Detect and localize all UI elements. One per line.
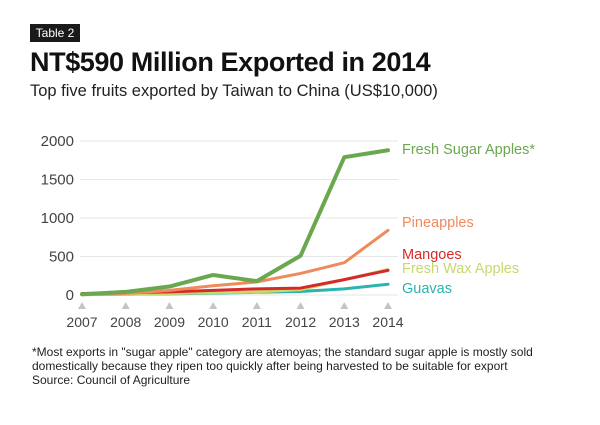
x-tick-marker xyxy=(78,302,86,309)
series-label: Fresh Wax Apples xyxy=(402,261,519,277)
x-tick-label: 2014 xyxy=(372,314,403,330)
x-tick-label: 2009 xyxy=(154,314,185,330)
chart-title: NT$590 Million Exported in 2014 xyxy=(30,47,431,77)
x-tick-marker xyxy=(121,302,130,309)
x-tick-marker xyxy=(384,302,392,309)
table-number-tag: Table 2 xyxy=(30,24,80,42)
series-label: Fresh Sugar Apples* xyxy=(402,142,535,158)
footnote-note: *Most exports in "sugar apple" category … xyxy=(32,345,533,373)
footnote-source: Source: Council of Agriculture xyxy=(32,373,191,387)
x-tick-marker xyxy=(252,302,261,309)
y-tick-label: 1000 xyxy=(41,210,74,227)
x-tick-marker xyxy=(165,302,174,309)
x-tick-marker xyxy=(340,302,349,309)
chart-subtitle: Top five fruits exported by Taiwan to Ch… xyxy=(30,82,438,100)
y-tick-label: 500 xyxy=(49,249,74,266)
series-label: Guavas xyxy=(402,281,452,297)
y-tick-label: 0 xyxy=(66,287,74,304)
series-label: Pineapples xyxy=(402,215,474,231)
x-tick-label: 2010 xyxy=(198,314,229,330)
x-tick-label: 2013 xyxy=(329,314,360,330)
x-tick-label: 2011 xyxy=(242,314,272,330)
y-tick-label: 2000 xyxy=(41,133,74,150)
series-line-pineapples xyxy=(80,228,390,297)
x-tick-label: 2008 xyxy=(110,314,141,330)
series-label: Mangoes xyxy=(402,247,462,263)
series-line-fresh-sugar-apples xyxy=(80,148,390,297)
x-tick-label: 2012 xyxy=(285,314,316,330)
x-tick-marker xyxy=(209,302,218,309)
line-chart: 0 500 1000 1500 2000 2007 2008 2009 2010 2011 2012… xyxy=(41,133,536,330)
x-tick-label: 2007 xyxy=(66,314,97,330)
x-tick-marker xyxy=(296,302,305,309)
footnote: *Most exports in "sugar apple" category … xyxy=(32,345,552,387)
y-tick-label: 1500 xyxy=(41,172,74,189)
